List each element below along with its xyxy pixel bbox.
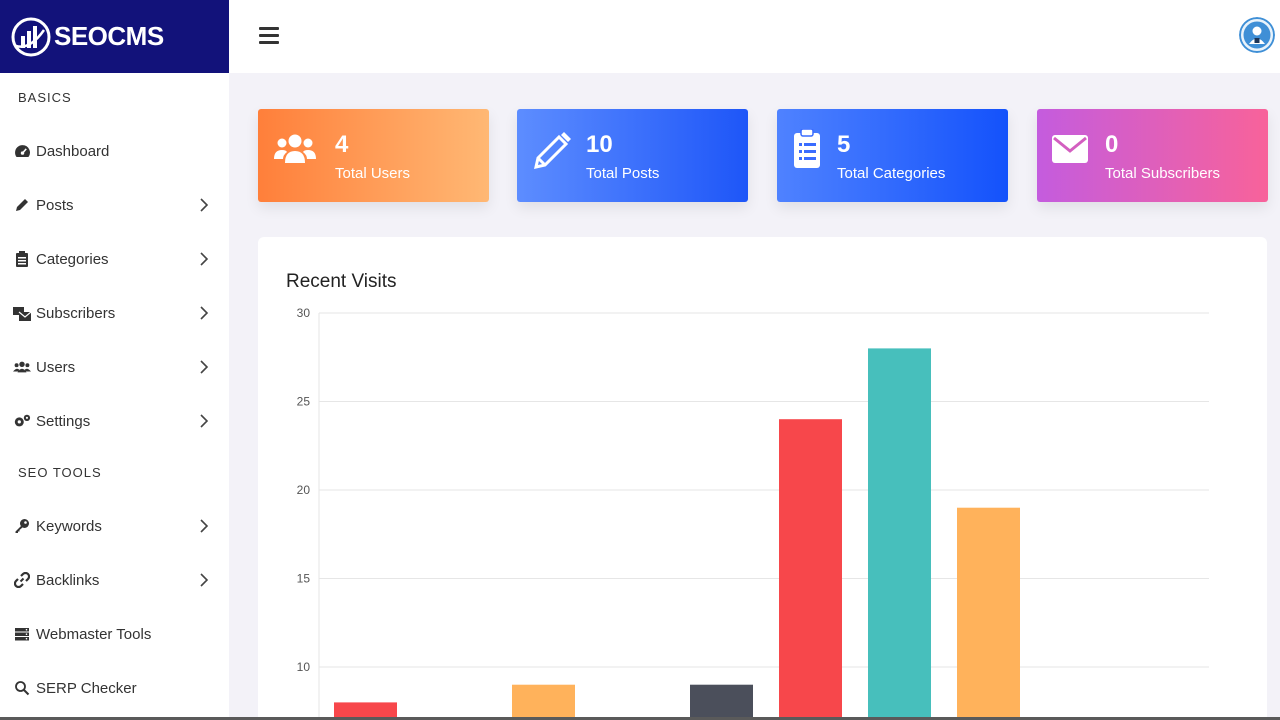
chart-bar[interactable] [957, 507, 1020, 720]
topbar [229, 0, 1280, 73]
sidebar-item-label: Categories [36, 250, 109, 268]
sidebar-item-label: Subscribers [36, 304, 116, 322]
sidebar-item-backlinks[interactable]: Backlinks [0, 563, 229, 597]
server-icon [13, 625, 31, 643]
sidebar-item-label: Keywords [36, 517, 102, 535]
section-label-seo-tools: SEO TOOLS [18, 465, 102, 480]
sidebar-item-categories[interactable]: Categories [0, 242, 229, 276]
hamburger-icon[interactable] [259, 27, 279, 47]
sidebar-item-serp-checker[interactable]: SERP Checker [0, 671, 229, 705]
stat-value: 5 [837, 131, 851, 158]
recent-visits-panel: Recent Visits 30 25 20 15 10 [258, 237, 1267, 720]
sidebar: SEOCMS BASICS Dashboard Posts Categories… [0, 0, 229, 720]
chevron-right-icon [200, 414, 209, 428]
sidebar-item-label: Posts [36, 196, 74, 214]
gears-icon [13, 412, 31, 430]
stat-label: Total Posts [586, 165, 660, 182]
pencil-icon [13, 196, 31, 214]
chevron-right-icon [200, 198, 209, 212]
key-icon [13, 517, 31, 535]
sidebar-item-settings[interactable]: Settings [0, 404, 229, 438]
stat-value: 10 [586, 131, 613, 158]
stat-value: 0 [1105, 131, 1119, 158]
recent-visits-chart: 30 25 20 15 10 [297, 306, 1209, 720]
stat-value: 4 [335, 131, 349, 158]
users-icon [274, 134, 316, 163]
chevron-right-icon [200, 573, 209, 587]
sidebar-item-label: Dashboard [36, 142, 110, 160]
sidebar-item-label: Backlinks [36, 571, 100, 589]
stat-card-subscribers[interactable]: 0 Total Subscribers [1037, 109, 1268, 202]
sidebar-item-dashboard[interactable]: Dashboard [0, 134, 229, 168]
section-label-basics: BASICS [18, 90, 72, 105]
chart-bar[interactable] [334, 702, 397, 720]
stat-card-users[interactable]: 4 Total Users [258, 109, 489, 202]
stat-label: Total Categories [837, 165, 946, 182]
dashboard-icon [13, 142, 31, 160]
users-icon [13, 358, 31, 376]
horizontal-scrollbar[interactable] [0, 717, 1280, 720]
y-tick-label: 15 [297, 572, 311, 586]
chevron-right-icon [200, 252, 209, 266]
clipboard-icon [794, 129, 820, 168]
chart-title: Recent Visits [286, 271, 397, 292]
y-tick-label: 10 [297, 660, 311, 674]
chevron-right-icon [200, 306, 209, 320]
search-icon [13, 679, 31, 697]
sidebar-item-webmaster-tools[interactable]: Webmaster Tools [0, 617, 229, 651]
envelope-icon [1052, 135, 1088, 163]
sidebar-item-posts[interactable]: Posts [0, 188, 229, 222]
seocms-logo-icon [11, 17, 51, 56]
chart-bar[interactable] [690, 684, 753, 720]
y-tick-label: 30 [297, 306, 311, 320]
mail-bulk-icon [13, 304, 31, 322]
brand-name: SEOCMS [54, 21, 164, 51]
chevron-right-icon [200, 519, 209, 533]
sidebar-item-users[interactable]: Users [0, 350, 229, 384]
link-icon [13, 571, 31, 589]
sidebar-item-label: SERP Checker [36, 679, 137, 697]
stat-card-posts[interactable]: 10 Total Posts [517, 109, 748, 202]
brand-logo[interactable]: SEOCMS [0, 0, 229, 73]
stat-label: Total Users [335, 165, 411, 182]
pencil-icon [534, 132, 571, 169]
sidebar-item-label: Settings [36, 412, 91, 430]
sidebar-item-label: Webmaster Tools [36, 625, 152, 643]
chart-bar[interactable] [779, 419, 842, 720]
clipboard-icon [13, 250, 31, 268]
y-tick-label: 20 [297, 483, 311, 497]
stat-card-categories[interactable]: 5 Total Categories [777, 109, 1008, 202]
chevron-right-icon [200, 360, 209, 374]
chart-bar[interactable] [868, 348, 931, 720]
chart-bar[interactable] [512, 684, 575, 720]
sidebar-item-subscribers[interactable]: Subscribers [0, 296, 229, 330]
sidebar-item-label: Users [36, 358, 76, 376]
user-avatar-icon[interactable] [1239, 17, 1275, 53]
y-tick-label: 25 [297, 395, 311, 409]
stat-label: Total Subscribers [1105, 165, 1221, 182]
sidebar-item-keywords[interactable]: Keywords [0, 509, 229, 543]
